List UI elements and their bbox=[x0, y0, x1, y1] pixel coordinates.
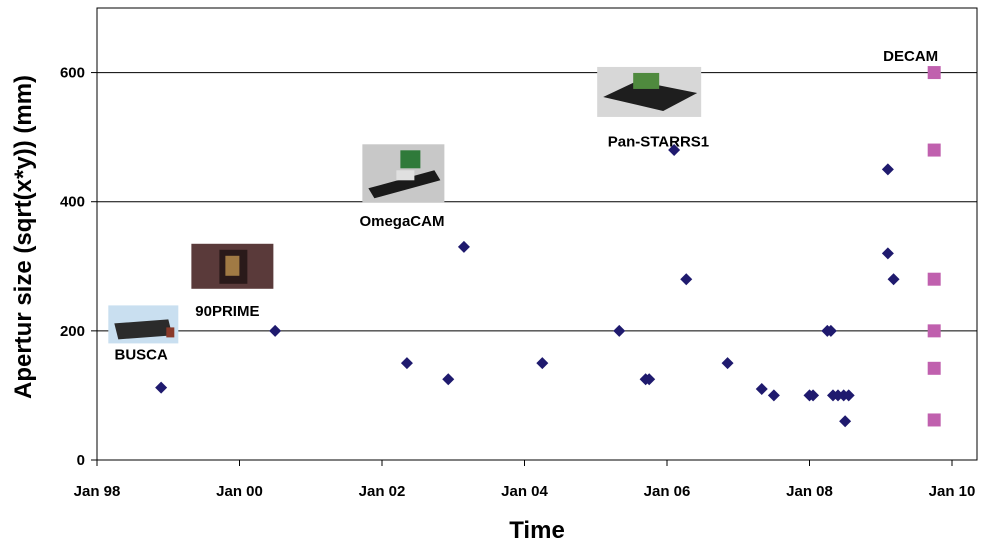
camera-detail bbox=[633, 72, 660, 89]
annotation-label: OmegaCAM bbox=[359, 213, 444, 230]
camera-body bbox=[114, 319, 173, 340]
data-point-diamond bbox=[400, 357, 413, 370]
x-tick-label: Jan 98 bbox=[74, 483, 121, 500]
data-point-diamond bbox=[839, 415, 852, 428]
y-tick-label: 400 bbox=[60, 194, 85, 211]
data-point-diamond bbox=[643, 373, 656, 386]
data-point-diamond bbox=[269, 324, 282, 337]
x-tick-label: Jan 02 bbox=[359, 483, 406, 500]
90prime-photo bbox=[191, 243, 274, 289]
data-point-diamond bbox=[755, 382, 768, 395]
annotation-label: DECAM bbox=[883, 48, 938, 65]
x-tick-label: Jan 06 bbox=[644, 483, 691, 500]
annotation-label: Pan-STARRS1 bbox=[608, 134, 709, 151]
busca-photo bbox=[108, 305, 179, 344]
data-point-square bbox=[927, 361, 941, 375]
camera-detail bbox=[225, 255, 240, 276]
plot-area bbox=[96, 7, 978, 461]
annotation-label: BUSCA bbox=[115, 347, 169, 364]
camera-detail bbox=[166, 327, 175, 338]
data-point-diamond bbox=[824, 324, 837, 337]
data-point-square bbox=[927, 66, 941, 80]
data-point-diamond bbox=[680, 273, 693, 286]
camera-body bbox=[603, 80, 698, 111]
data-point-square bbox=[927, 143, 941, 157]
camera-thumbnails bbox=[108, 66, 702, 344]
data-point-diamond bbox=[721, 357, 734, 370]
data-point-diamond bbox=[807, 389, 820, 402]
data-point-diamond bbox=[887, 273, 900, 286]
data-point-diamond bbox=[881, 163, 894, 176]
y-tick-label: 600 bbox=[60, 65, 85, 82]
annotations: BUSCA 90PRIME OmegaCAM Pan-STARRS1 DECAM bbox=[115, 48, 939, 364]
annotation-label: 90PRIME bbox=[195, 303, 259, 320]
pan-starrs1-photo bbox=[597, 66, 702, 117]
x-axis-title: Time bbox=[509, 517, 565, 544]
camera-detail bbox=[400, 150, 421, 169]
y-axis: 0 200 400 600 bbox=[60, 65, 97, 469]
data-point-diamond bbox=[613, 324, 626, 337]
data-point-diamond bbox=[457, 240, 470, 253]
data-point-square bbox=[927, 272, 941, 286]
x-tick-label: Jan 00 bbox=[216, 483, 263, 500]
y-tick-label: 200 bbox=[60, 323, 85, 340]
y-axis-title: Apertur size (sqrt(x*y)) (mm) bbox=[10, 75, 37, 399]
data-point-diamond bbox=[442, 373, 455, 386]
x-tick-label: Jan 10 bbox=[929, 483, 976, 500]
x-tick-label: Jan 08 bbox=[786, 483, 833, 500]
omegacam-photo bbox=[362, 144, 445, 203]
data-point-square bbox=[927, 324, 941, 338]
data-point-diamond bbox=[668, 144, 681, 157]
y-tick-label: 0 bbox=[77, 452, 85, 469]
camera-body bbox=[368, 170, 441, 199]
x-tick-label: Jan 04 bbox=[501, 483, 548, 500]
data-point-diamond bbox=[767, 389, 780, 402]
x-axis: Jan 98 Jan 00 Jan 02 Jan 04 Jan 06 Jan 08 Jan … bbox=[74, 460, 976, 500]
camera-detail bbox=[396, 170, 415, 181]
data-point-diamond bbox=[155, 381, 168, 394]
data-point-diamond bbox=[536, 357, 549, 370]
data-points bbox=[155, 66, 941, 428]
data-point-diamond bbox=[842, 389, 855, 402]
data-point-diamond bbox=[881, 247, 894, 260]
data-point-square bbox=[927, 413, 941, 427]
